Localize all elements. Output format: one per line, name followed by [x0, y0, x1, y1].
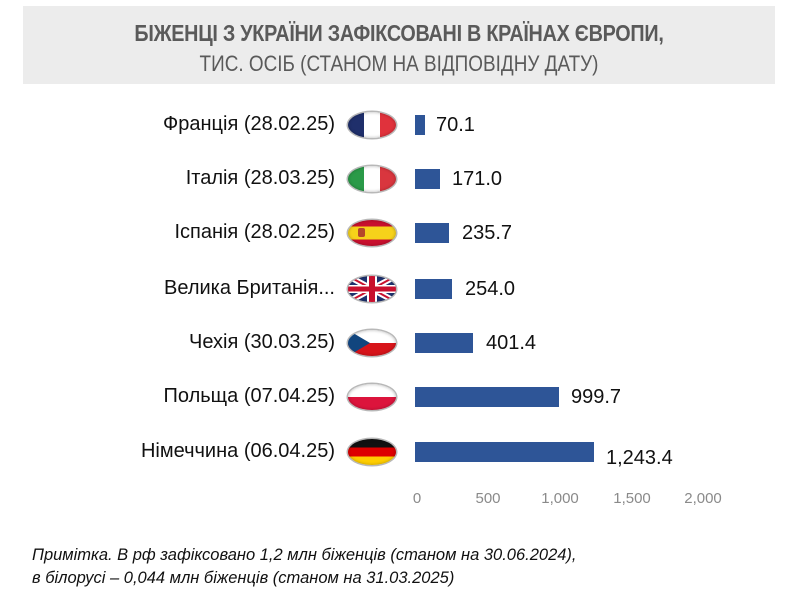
uk-flag-icon — [348, 276, 396, 302]
x-tick: 500 — [475, 490, 501, 507]
category-label: Італія (28.03.25) — [185, 167, 335, 189]
category-label: Німеччина (06.04.25) — [140, 440, 335, 462]
x-tick: 2,000 — [684, 490, 722, 507]
value-label: 999.7 — [571, 386, 622, 408]
bar-row-germany: Німеччина (06.04.25) 1,243.4 — [0, 437, 800, 469]
bar — [415, 333, 473, 353]
category-label: Франція (28.02.25) — [163, 113, 335, 135]
bar — [415, 223, 449, 243]
x-tick: 1,500 — [613, 490, 651, 507]
bar-row-spain: Іспанія (28.02.25) 235.7 — [0, 218, 800, 248]
bar-row-france: Франція (28.02.25) 70.1 — [0, 110, 800, 140]
x-tick: 1,000 — [541, 490, 579, 507]
germany-flag-icon — [348, 439, 396, 465]
value-label: 171.0 — [452, 168, 503, 190]
category-label: Польща (07.04.25) — [163, 385, 335, 407]
italy-flag-icon — [348, 166, 396, 192]
value-label: 235.7 — [462, 222, 513, 244]
value-label: 254.0 — [465, 278, 516, 300]
spain-flag-icon — [348, 220, 396, 246]
bar — [415, 387, 559, 407]
category-label: Велика Британія... — [164, 277, 335, 299]
value-label: 401.4 — [486, 332, 537, 354]
footnote-line-2: в білорусі – 0,044 млн біженців (станом … — [32, 569, 455, 587]
bar-row-czechia: Чехія (30.03.25) 401.4 — [0, 328, 800, 358]
bar-row-poland: Польща (07.04.25) 999.7 — [0, 382, 800, 412]
czech-flag-icon — [348, 330, 396, 356]
value-label: 1,243.4 — [606, 447, 673, 469]
chart-subtitle: ТИС. ОСІБ (СТАНОМ НА ВІДПОВІДНУ ДАТУ) — [199, 51, 599, 76]
category-label: Чехія (30.03.25) — [188, 331, 335, 353]
category-label: Іспанія (28.02.25) — [174, 221, 335, 243]
x-tick: 0 — [412, 490, 422, 507]
bar — [415, 115, 425, 135]
bar-row-italy: Італія (28.03.25) 171.0 — [0, 164, 800, 194]
footnote-line-1: Примітка. В рф зафіксовано 1,2 млн біжен… — [32, 546, 577, 564]
bar — [415, 279, 452, 299]
value-label: 70.1 — [436, 114, 475, 136]
bar — [415, 169, 440, 189]
chart-title-banner: БІЖЕНЦІ З УКРАЇНИ ЗАФІКСОВАНІ В КРАЇНАХ … — [23, 6, 775, 84]
poland-flag-icon — [348, 384, 396, 410]
bar — [415, 442, 594, 462]
france-flag-icon — [348, 112, 396, 138]
bar-row-uk: Велика Британія... 254.0 — [0, 274, 800, 304]
chart-title: БІЖЕНЦІ З УКРАЇНИ ЗАФІКСОВАНІ В КРАЇНАХ … — [134, 20, 664, 46]
